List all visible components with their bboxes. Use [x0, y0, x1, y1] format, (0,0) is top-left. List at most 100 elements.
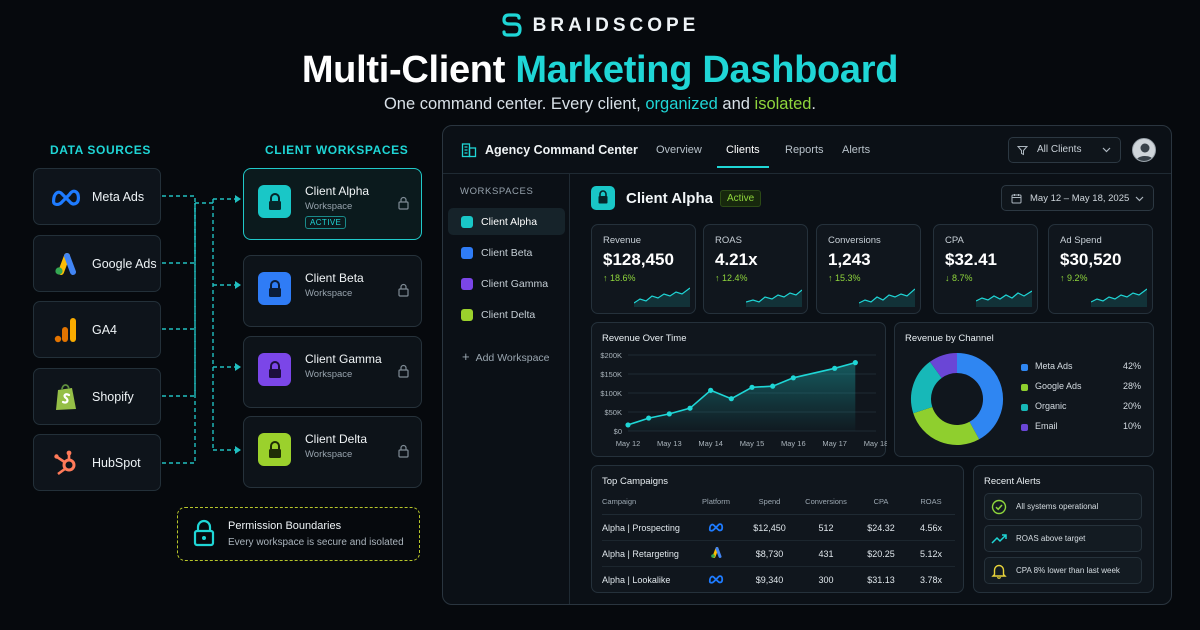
add-workspace-button[interactable]: + Add Workspace — [462, 349, 550, 364]
x-tick-label: May 12 — [616, 439, 641, 448]
kpi-value: $128,450 — [603, 250, 674, 269]
campaign-name: Alpha | Lookalike — [602, 574, 671, 585]
legend-value: 28% — [1122, 381, 1141, 391]
tab-reports[interactable]: Reports — [785, 144, 824, 156]
conversions-cell: 431 — [797, 540, 855, 567]
tab-alerts[interactable]: Alerts — [842, 144, 871, 156]
roas-cell: 3.78x — [919, 574, 943, 585]
sidebar-heading: WORKSPACES — [460, 186, 534, 197]
donut-slice — [913, 406, 980, 445]
brand: BRAIDSCOPE — [0, 13, 1200, 39]
legend-item-google-ads: Google Ads 28% — [1021, 381, 1141, 395]
chevron-down-icon — [1102, 147, 1111, 153]
subtitle-organized: organized — [645, 95, 718, 113]
client-lock-icon — [591, 186, 615, 210]
column-header: Conversions — [797, 495, 855, 515]
donut-slice — [929, 353, 958, 379]
column-header: Spend — [742, 495, 797, 515]
plus-icon: + — [462, 349, 470, 364]
panel-title: Revenue Over Time — [602, 333, 687, 344]
workspace-subtitle: Workspace — [305, 288, 353, 299]
subtitle-end: . — [811, 95, 817, 113]
legend-value: 20% — [1122, 401, 1141, 411]
client-name: Client Alpha — [626, 190, 713, 207]
kpi-delta: ↑ 12.4% — [715, 273, 748, 283]
cpa-cell: $31.13 — [867, 574, 895, 585]
data-point — [749, 384, 755, 390]
source-ga4[interactable]: GA4 — [33, 301, 161, 358]
trend-up-icon — [991, 533, 1007, 544]
title-part-1: Multi-Client — [301, 49, 506, 91]
channel-donut-chart — [911, 353, 1003, 445]
add-workspace-label: Add Workspace — [475, 352, 550, 364]
source-meta-ads[interactable]: Meta Ads — [33, 168, 161, 225]
alert-item[interactable]: All systems operational — [984, 493, 1142, 520]
legend-name: Organic — [1035, 401, 1067, 411]
padlock-icon — [398, 196, 409, 210]
column-header: Campaign — [602, 495, 690, 515]
chevron-down-icon — [1135, 196, 1144, 202]
y-tick-label: $100K — [600, 389, 622, 398]
padlock-icon — [398, 364, 409, 378]
alert-item[interactable]: CPA 8% lower than last week — [984, 557, 1142, 584]
cpa-cell: $24.32 — [855, 514, 907, 541]
legend-value: 42% — [1122, 361, 1141, 371]
date-range-picker[interactable]: May 12 – May 18, 2025 — [1001, 185, 1154, 211]
panel-title: Revenue by Channel — [905, 333, 994, 344]
donut-slice — [956, 353, 1003, 440]
kpi-delta: ↑ 15.3% — [828, 273, 861, 283]
kpi-value: $30,520 — [1060, 250, 1122, 269]
legend-name: Meta Ads — [1035, 361, 1073, 371]
alert-item[interactable]: ROAS above target — [984, 525, 1142, 552]
lock-icon — [258, 185, 291, 218]
source-hubspot[interactable]: HubSpot — [33, 434, 161, 491]
spend-cell: $12,450 — [742, 514, 797, 541]
kpi-card-ad-spend: Ad Spend $30,520 ↑ 9.2% — [1048, 224, 1153, 314]
workspace-card-alpha[interactable]: Client Alpha Workspace ACTIVE — [243, 168, 422, 240]
campaign-name: Alpha | Prospecting — [602, 514, 690, 541]
dashboard-title: Agency Command Center — [485, 143, 638, 157]
lock-icon — [258, 353, 291, 386]
roas-cell: 5.12x — [907, 540, 955, 567]
kpi-card-roas: ROAS 4.21x ↑ 12.4% — [703, 224, 808, 314]
avatar[interactable] — [1132, 138, 1156, 162]
table-row[interactable]: Alpha | Lookalike $9,340 300 $31.13 3.78… — [602, 567, 955, 593]
workspace-card-delta[interactable]: Client Delta Workspace — [243, 416, 422, 488]
spend-cell: $9,340 — [755, 574, 784, 585]
data-point — [687, 405, 693, 411]
data-point — [708, 387, 714, 393]
ga4-icon — [50, 314, 82, 346]
table-row[interactable]: Alpha | Prospecting $12,450 512 $24.32 4… — [602, 514, 955, 541]
source-google-ads[interactable]: Google Ads — [33, 235, 161, 292]
source-shopify[interactable]: Shopify — [33, 368, 161, 425]
client-workspaces-heading: CLIENT WORKSPACES — [265, 143, 409, 157]
source-label: Google Ads — [92, 256, 157, 271]
meta-icon — [50, 181, 82, 213]
workspace-card-gamma[interactable]: Client Gamma Workspace — [243, 336, 422, 408]
column-header: ROAS — [907, 495, 955, 515]
sidebar-item-client-alpha[interactable]: Client Alpha — [448, 208, 565, 235]
campaigns-table: Campaign Platform Spend Conversions CPA … — [602, 495, 955, 593]
google-ads-icon — [50, 248, 82, 280]
tab-overview[interactable]: Overview — [656, 144, 702, 156]
x-tick-label: May 18 — [864, 439, 887, 448]
lock-icon — [461, 215, 473, 228]
tab-clients[interactable]: Clients — [726, 144, 760, 156]
client-filter-dropdown[interactable]: All Clients — [1008, 137, 1121, 163]
data-point — [852, 360, 858, 366]
kpi-label: Ad Spend — [1060, 235, 1102, 246]
sidebar-item-client-gamma[interactable]: Client Gamma — [448, 270, 565, 297]
workspace-name: Client Alpha — [305, 184, 370, 198]
sidebar-item-label: Client Gamma — [481, 277, 549, 290]
sidebar-item-client-delta[interactable]: Client Delta — [448, 301, 565, 328]
table-row[interactable]: Alpha | Retargeting $8,730 431 $20.25 5.… — [602, 540, 955, 567]
sidebar-item-client-beta[interactable]: Client Beta — [448, 239, 565, 266]
workspace-subtitle: Workspace — [305, 449, 353, 460]
x-tick-label: May 15 — [740, 439, 765, 448]
workspace-card-beta[interactable]: Client Beta Workspace — [243, 255, 422, 327]
legend-swatch — [1021, 364, 1028, 371]
lock-icon — [258, 433, 291, 466]
series-area — [628, 362, 856, 431]
sparkline — [976, 290, 1032, 307]
google-ads-icon — [690, 540, 742, 567]
